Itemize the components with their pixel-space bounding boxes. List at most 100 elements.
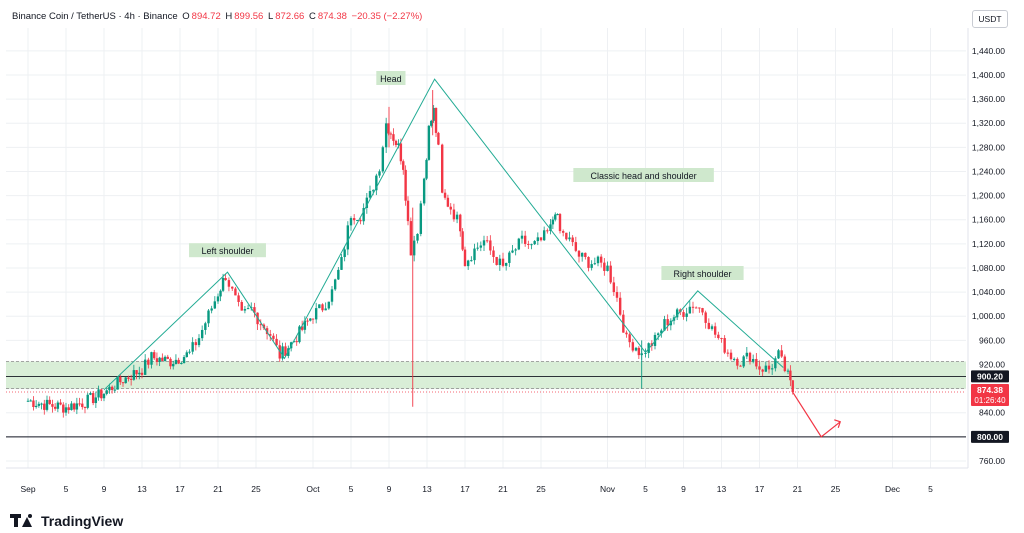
time-tick-label: Sep: [20, 484, 35, 494]
time-tick-label: Dec: [885, 484, 901, 494]
candle-body: [113, 389, 117, 391]
candle-body: [495, 256, 498, 265]
candle-body: [574, 242, 578, 251]
candle-body: [153, 352, 156, 359]
candle-body: [736, 358, 739, 366]
candle-body: [701, 308, 704, 313]
price-tick-label: 1,000.00: [972, 311, 1005, 321]
candle-body: [207, 310, 210, 324]
candle-body: [330, 289, 334, 302]
head-and-shoulders-line: [103, 78, 784, 391]
time-tick-label: 17: [460, 484, 470, 494]
time-tick-label: 13: [422, 484, 432, 494]
candle-body: [53, 406, 57, 409]
candle-body: [565, 232, 568, 240]
symbol-legend: Binance Coin / TetherUS · 4h · Binance O…: [12, 11, 424, 22]
candle-body: [375, 175, 378, 191]
time-tick-label: Oct: [306, 484, 320, 494]
candle-body: [717, 334, 720, 339]
low-value: 872.66: [275, 11, 305, 22]
price-tick-label: 1,360.00: [972, 94, 1005, 104]
candle-body: [224, 278, 227, 281]
candle-body: [473, 248, 476, 261]
candle-body: [653, 334, 657, 346]
candle-body: [732, 358, 736, 360]
time-tick-label: 9: [387, 484, 392, 494]
candle-body: [129, 378, 133, 380]
candle-body: [275, 338, 278, 346]
time-tick-label: 21: [213, 484, 223, 494]
candle-body: [406, 200, 410, 222]
candle-body: [402, 161, 405, 170]
tradingview-logo[interactable]: TradingView: [10, 513, 123, 529]
candle-body: [306, 320, 309, 322]
candle-body: [748, 352, 752, 362]
candle-body: [504, 262, 508, 266]
time-tick-label: 9: [681, 484, 686, 494]
tradingview-logo-icon: [10, 514, 36, 528]
candle-body: [634, 347, 638, 351]
candle-body: [707, 322, 711, 329]
candle-body: [723, 338, 726, 353]
candle-body: [86, 394, 89, 408]
candle-body: [368, 191, 372, 198]
candle-body: [666, 319, 669, 326]
candle-body: [571, 237, 574, 243]
label-left-shoulder-bg: [189, 243, 266, 258]
candle-body: [343, 249, 346, 258]
candle-body: [194, 342, 198, 346]
label-right-shoulder-bg: [661, 266, 744, 280]
candle-body: [606, 265, 609, 271]
time-tick-label: 17: [755, 484, 765, 494]
candle-body: [419, 203, 423, 234]
candle-body: [739, 365, 742, 367]
candle-body: [791, 380, 794, 393]
candle-body: [609, 265, 612, 283]
label-classic-head-and-shoulder: Classic head and shoulder: [591, 171, 697, 181]
label-classic-head-and-shoulder-bg: [573, 168, 714, 182]
candle-body: [549, 224, 552, 231]
time-tick-label: 9: [102, 484, 107, 494]
support-zone: [6, 361, 966, 389]
candle-body: [365, 197, 369, 208]
candle-body: [135, 370, 138, 375]
candle-body: [399, 143, 403, 162]
candle-body: [40, 403, 43, 405]
candle-body: [530, 244, 533, 246]
candle-body: [231, 286, 234, 289]
candle-body: [213, 301, 217, 309]
candle-body: [150, 352, 153, 365]
candle-body: [485, 240, 489, 242]
candle-body: [318, 304, 321, 309]
high-label: H: [225, 11, 233, 22]
candle-body: [138, 372, 141, 375]
candle-body: [237, 295, 240, 302]
price-tick-label: 1,120.00: [972, 239, 1005, 249]
candle-body: [434, 107, 438, 133]
time-tick-label: 25: [831, 484, 841, 494]
candle-body: [437, 132, 440, 145]
price-tick-label: 1,280.00: [972, 142, 1005, 152]
candle-body: [110, 386, 114, 391]
candle-body: [593, 263, 597, 265]
open-label: O: [182, 11, 190, 22]
candle-body: [520, 235, 524, 239]
candle-body: [558, 214, 562, 232]
candle-body: [340, 257, 343, 270]
candle-body: [527, 243, 530, 245]
candle-body: [381, 147, 385, 172]
currency-button[interactable]: USDT: [972, 10, 1008, 28]
candle-body: [132, 370, 136, 380]
candle-body: [536, 237, 540, 242]
candle-body: [644, 352, 647, 354]
candle-body: [108, 386, 111, 391]
candle-body: [755, 358, 758, 367]
candle-body: [234, 288, 237, 296]
candle-body: [625, 332, 628, 335]
candle-body: [554, 214, 557, 220]
candle-body: [533, 241, 536, 245]
candle-body: [349, 218, 353, 226]
candle-body: [78, 403, 81, 405]
candle-body: [596, 256, 600, 264]
